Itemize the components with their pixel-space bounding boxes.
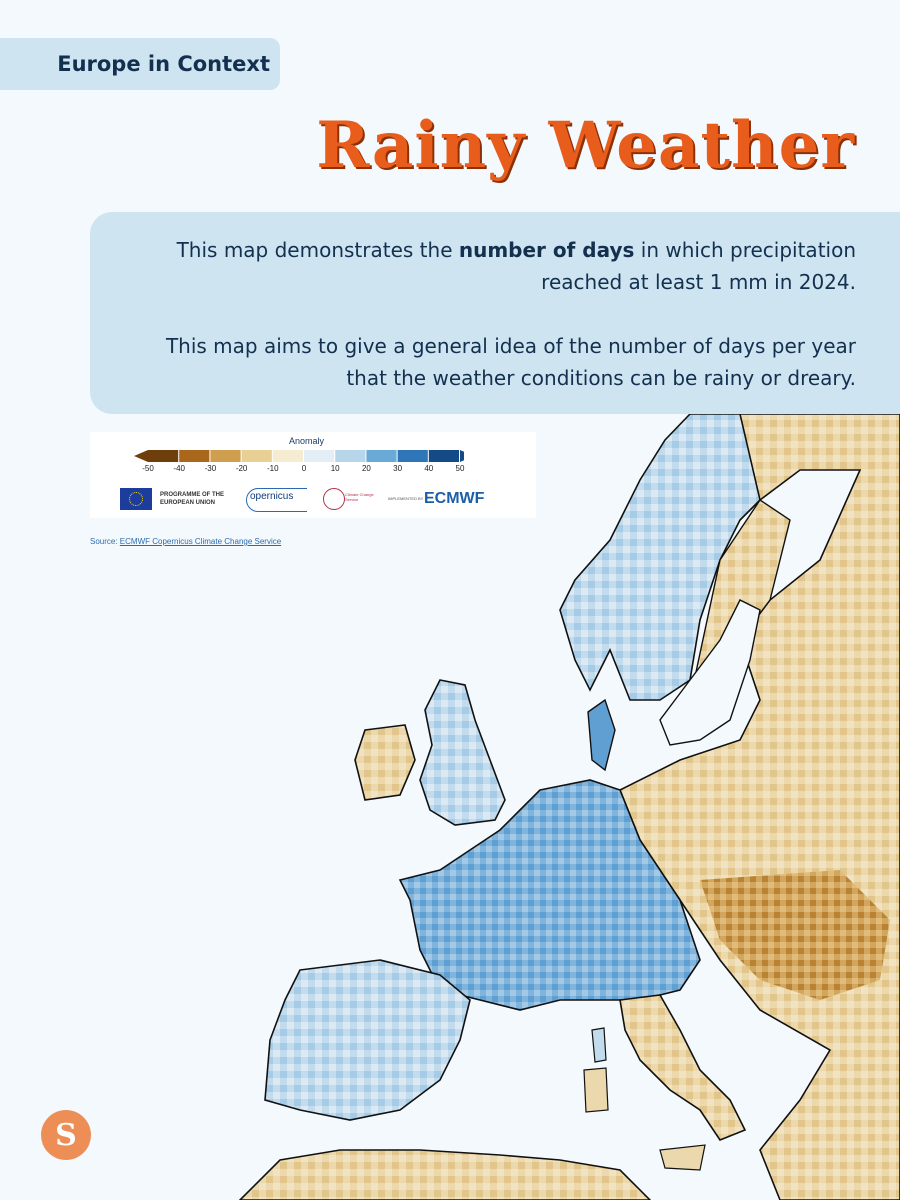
legend-cell bbox=[241, 450, 272, 462]
copernicus-logo-icon bbox=[246, 488, 307, 512]
denmark-region bbox=[587, 698, 616, 772]
source-link[interactable]: ECMWF Copernicus Climate Change Service bbox=[119, 537, 282, 546]
sicily-island bbox=[659, 1144, 706, 1171]
ireland-region bbox=[354, 724, 416, 801]
legend-tick-label: 20 bbox=[361, 464, 371, 473]
great-britain-region bbox=[419, 679, 506, 826]
description-text: This map demonstrates the bbox=[176, 238, 459, 262]
legend-cell bbox=[179, 450, 210, 462]
legend-tick-label: 30 bbox=[393, 464, 403, 473]
legend-arrow-left bbox=[134, 450, 148, 462]
legend-tick-label: -50 bbox=[142, 464, 154, 473]
legend-tick-label: 0 bbox=[301, 464, 307, 473]
section-tag: Europe in Context bbox=[0, 38, 280, 90]
legend-cell bbox=[272, 450, 303, 462]
legend-tick-label: -20 bbox=[235, 464, 248, 473]
map-legend: Anomaly -50 -40 -30 -20 -10 0 10 20 30 40 50 PROGR… bbox=[90, 432, 536, 518]
legend-title: Anomaly bbox=[289, 436, 325, 446]
description-paragraph-2: This map aims to give a general idea of … bbox=[165, 334, 856, 390]
sardinia-island bbox=[583, 1067, 609, 1113]
legend-cell bbox=[304, 450, 335, 462]
legend-cell bbox=[148, 450, 179, 462]
legend-tick-label: -30 bbox=[204, 464, 217, 473]
ecmwf-logo: ECMWF bbox=[424, 490, 485, 507]
legend-tick-label: -40 bbox=[173, 464, 185, 473]
description-box: This map demonstrates the number of days… bbox=[90, 212, 900, 414]
description-text: in which precipitation reached at least … bbox=[541, 238, 856, 294]
legend-cells bbox=[148, 450, 459, 462]
baltic-sea bbox=[659, 599, 761, 746]
description-emphasis: number of days bbox=[458, 238, 635, 262]
copernicus-label: opernicus bbox=[250, 491, 294, 502]
legend-tick-label: -10 bbox=[267, 464, 279, 473]
scandinavia-region bbox=[559, 414, 761, 701]
central-europe-region bbox=[398, 779, 701, 1011]
legend-cell bbox=[210, 450, 241, 462]
section-tag-label: Europe in Context bbox=[57, 52, 270, 76]
partner-logos: PROGRAMME OF THE EUROPEAN UNION opernicu… bbox=[120, 486, 520, 514]
corsica-island bbox=[591, 1027, 607, 1063]
eu-flag-icon bbox=[120, 488, 152, 510]
north-africa-region bbox=[238, 1149, 652, 1200]
legend-cell bbox=[366, 450, 397, 462]
legend-arrow-right bbox=[460, 450, 464, 462]
c3s-label: Climate Change Service bbox=[345, 492, 374, 502]
description-paragraph-1: This map demonstrates the number of days… bbox=[130, 234, 856, 298]
legend-cell bbox=[335, 450, 366, 462]
legend-tick-label: 10 bbox=[330, 464, 340, 473]
legend-colorbar bbox=[134, 450, 464, 462]
italy-region bbox=[619, 994, 747, 1141]
source-note: Source: ECMWF Copernicus Climate Change … bbox=[90, 537, 281, 546]
eu-programme-label: PROGRAMME OF THE EUROPEAN UNION bbox=[160, 492, 224, 506]
c3s-logo-icon bbox=[323, 488, 345, 510]
southeast-dry-region bbox=[700, 870, 890, 1000]
legend-cell bbox=[428, 450, 459, 462]
legend-cell bbox=[397, 450, 428, 462]
legend-tick-label: 50 bbox=[455, 464, 465, 473]
iberia-region bbox=[264, 959, 471, 1121]
page-title: Rainy Weather bbox=[316, 108, 855, 183]
source-prefix: Source: bbox=[90, 537, 120, 546]
brand-logo: S bbox=[41, 1110, 91, 1160]
map-layer bbox=[238, 414, 900, 1200]
legend-tick-label: 40 bbox=[424, 464, 434, 473]
implemented-by-label: IMPLEMENTED BY bbox=[388, 496, 424, 501]
